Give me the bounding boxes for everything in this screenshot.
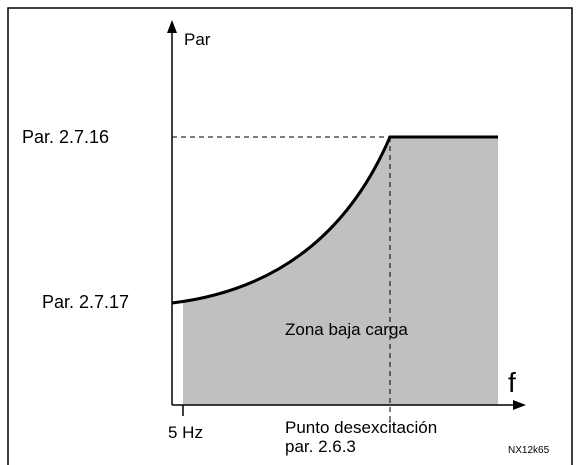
field-weakening-label: par. 2.6.3 [285, 437, 356, 456]
x-arrow [513, 400, 526, 410]
underload-area [183, 137, 498, 405]
y-arrow [167, 20, 177, 33]
field-weakening-label: Punto desexcitación [285, 418, 437, 437]
y-axis-label: Par [184, 30, 211, 49]
upper-level-label: Par. 2.7.16 [22, 127, 109, 147]
curve [171, 135, 498, 305]
frame [7, 7, 573, 465]
area-label: Zona baja carga [285, 320, 408, 339]
figure-code: NX12k65 [508, 445, 550, 456]
x-axis-label: f [508, 367, 516, 398]
lower-level-label: Par. 2.7.17 [42, 292, 129, 312]
start-label: 5 Hz [168, 423, 203, 442]
